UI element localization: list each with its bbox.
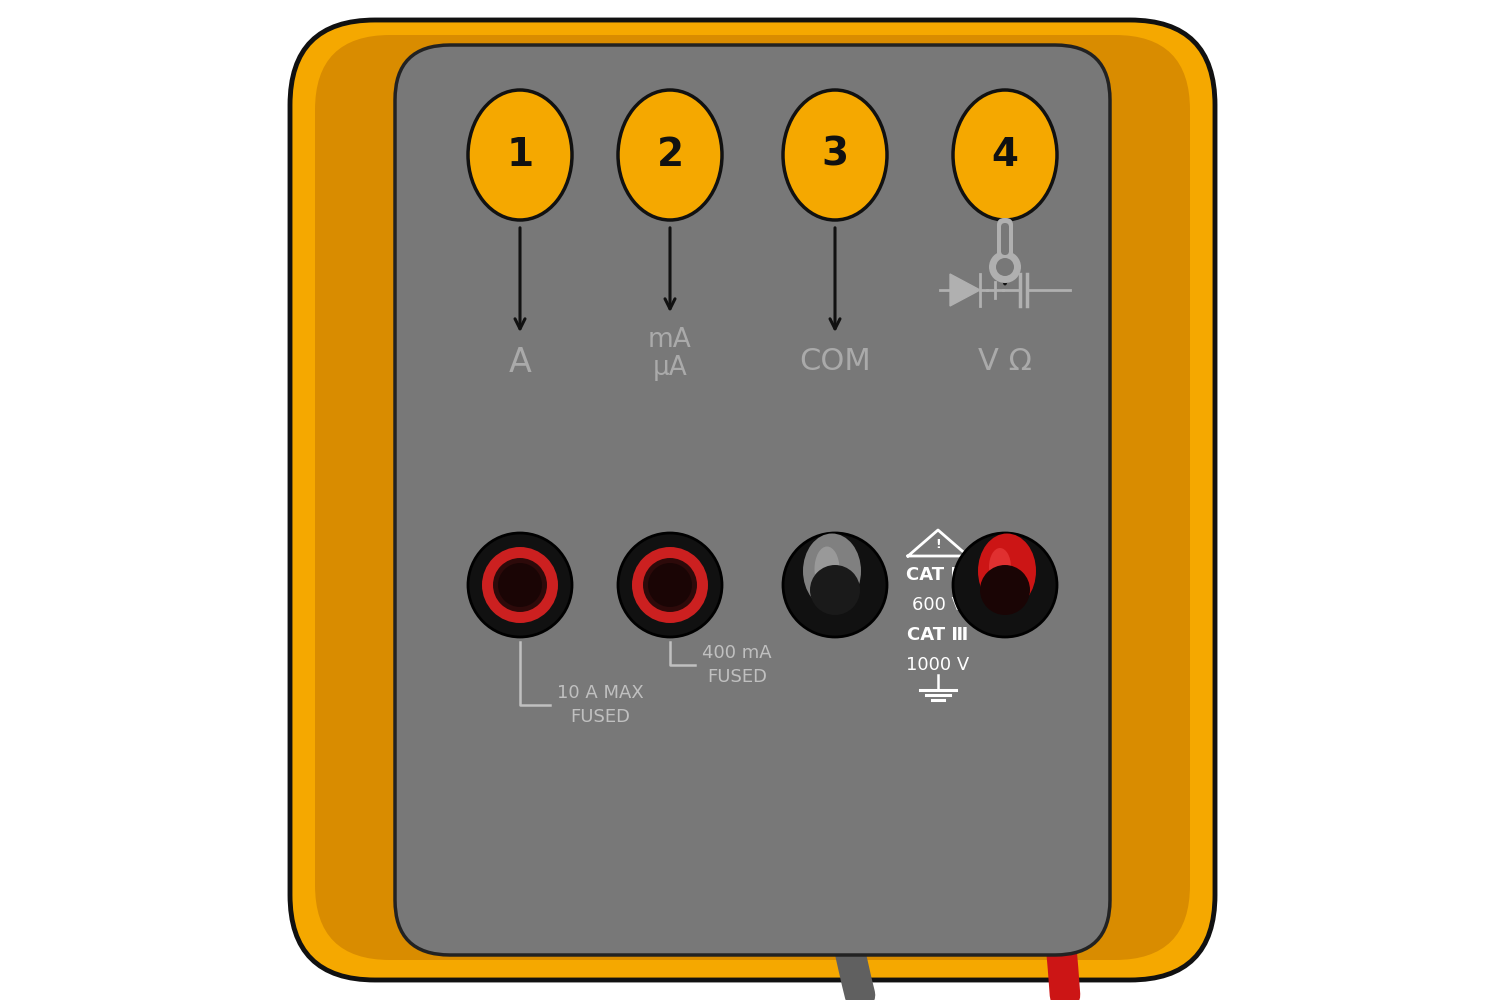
Circle shape <box>482 547 558 623</box>
Text: 600 V: 600 V <box>912 596 964 614</box>
Circle shape <box>468 533 572 637</box>
Circle shape <box>988 251 1022 283</box>
Text: 3: 3 <box>822 136 849 174</box>
Circle shape <box>996 258 1014 276</box>
FancyBboxPatch shape <box>394 45 1110 955</box>
Circle shape <box>952 533 1058 637</box>
Circle shape <box>498 563 542 607</box>
Circle shape <box>618 533 722 637</box>
Text: μA: μA <box>652 355 687 381</box>
Ellipse shape <box>468 90 572 220</box>
FancyBboxPatch shape <box>290 20 1215 980</box>
Text: 1000 V: 1000 V <box>906 656 969 674</box>
Ellipse shape <box>952 90 1058 220</box>
Ellipse shape <box>802 534 861 608</box>
Text: COM: COM <box>800 348 871 376</box>
Circle shape <box>644 558 698 612</box>
Circle shape <box>810 565 859 615</box>
Text: V Ω: V Ω <box>978 348 1032 376</box>
Ellipse shape <box>783 90 886 220</box>
Circle shape <box>648 563 692 607</box>
Text: mA: mA <box>648 327 692 353</box>
Text: 2: 2 <box>657 136 684 174</box>
Text: 400 mA
FUSED: 400 mA FUSED <box>702 644 771 686</box>
Text: !: ! <box>934 538 940 551</box>
Text: 10 A MAX
FUSED: 10 A MAX FUSED <box>556 684 644 726</box>
Polygon shape <box>950 274 980 306</box>
Text: 1: 1 <box>507 136 534 174</box>
Circle shape <box>632 547 708 623</box>
Text: CAT Ⅲ: CAT Ⅲ <box>908 626 969 644</box>
Circle shape <box>980 565 1030 615</box>
Text: 4: 4 <box>992 136 1018 174</box>
Text: A: A <box>509 346 531 378</box>
FancyBboxPatch shape <box>998 218 1012 260</box>
FancyBboxPatch shape <box>315 35 1190 960</box>
Ellipse shape <box>815 546 840 591</box>
Text: CAT Ⅳ: CAT Ⅳ <box>906 566 970 584</box>
Circle shape <box>494 558 548 612</box>
FancyBboxPatch shape <box>1000 223 1010 255</box>
Ellipse shape <box>988 548 1011 586</box>
Circle shape <box>783 533 886 637</box>
Ellipse shape <box>978 534 1036 608</box>
Ellipse shape <box>618 90 722 220</box>
